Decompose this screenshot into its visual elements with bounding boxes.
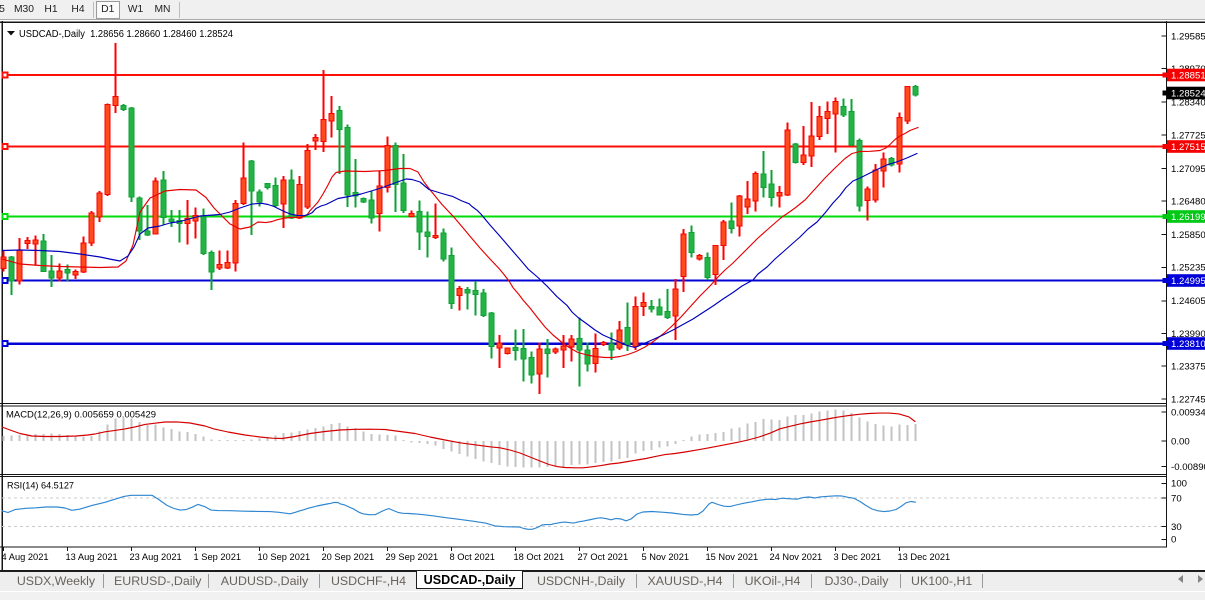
svg-text:1.27515: 1.27515 [1171, 142, 1205, 153]
svg-text:1.27095: 1.27095 [1171, 164, 1205, 175]
svg-text:USDCAD-,Daily 1.28656 1.28660: USDCAD-,Daily 1.28656 1.28660 1.28460 1.… [19, 29, 234, 40]
svg-text:3 Dec 2021: 3 Dec 2021 [834, 552, 882, 562]
svg-text:RSI(14) 64.5127: RSI(14) 64.5127 [7, 481, 74, 491]
svg-text:1.24995: 1.24995 [1171, 276, 1205, 287]
svg-text:0.009345: 0.009345 [1171, 407, 1205, 418]
svg-text:MACD(12,26,9) 0.005659 0.00542: MACD(12,26,9) 0.005659 0.005429 [6, 410, 156, 420]
svg-text:1.28340: 1.28340 [1171, 98, 1205, 109]
svg-text:20 Sep 2021: 20 Sep 2021 [322, 552, 375, 562]
svg-text:15 Nov 2021: 15 Nov 2021 [706, 552, 759, 562]
svg-text:5 Nov 2021: 5 Nov 2021 [642, 552, 690, 562]
svg-text:1.29585: 1.29585 [1171, 31, 1205, 42]
svg-text:0.00: 0.00 [1171, 436, 1190, 447]
svg-text:100: 100 [1171, 479, 1187, 490]
svg-text:13 Dec 2021: 13 Dec 2021 [898, 552, 951, 562]
svg-text:13 Aug 2021: 13 Aug 2021 [66, 552, 118, 562]
svg-text:18 Oct 2021: 18 Oct 2021 [514, 552, 565, 562]
svg-text:1.28524: 1.28524 [1171, 88, 1205, 99]
svg-text:24 Nov 2021: 24 Nov 2021 [770, 552, 823, 562]
svg-text:29 Sep 2021: 29 Sep 2021 [386, 552, 439, 562]
svg-text:1 Sep 2021: 1 Sep 2021 [194, 552, 242, 562]
svg-text:1.28851: 1.28851 [1171, 70, 1205, 81]
svg-text:1.23990: 1.23990 [1171, 329, 1205, 340]
svg-text:1.23810: 1.23810 [1171, 339, 1205, 350]
svg-text:0: 0 [1171, 535, 1176, 546]
svg-text:4 Aug 2021: 4 Aug 2021 [2, 552, 49, 562]
svg-text:1.23375: 1.23375 [1171, 362, 1205, 373]
svg-text:-0.00890: -0.00890 [1171, 462, 1205, 473]
svg-text:8 Oct 2021: 8 Oct 2021 [450, 552, 495, 562]
svg-text:1.26199: 1.26199 [1171, 212, 1205, 223]
svg-text:30: 30 [1171, 522, 1182, 533]
svg-text:1.24605: 1.24605 [1171, 296, 1205, 307]
svg-text:1.22745: 1.22745 [1171, 394, 1205, 405]
svg-text:70: 70 [1171, 493, 1182, 504]
svg-text:1.25235: 1.25235 [1171, 263, 1205, 274]
svg-text:1.25850: 1.25850 [1171, 230, 1205, 241]
svg-text:1.27725: 1.27725 [1171, 130, 1205, 141]
svg-text:23 Aug 2021: 23 Aug 2021 [130, 552, 182, 562]
svg-text:27 Oct 2021: 27 Oct 2021 [578, 552, 629, 562]
svg-text:1.26480: 1.26480 [1171, 197, 1205, 208]
svg-text:10 Sep 2021: 10 Sep 2021 [258, 552, 311, 562]
